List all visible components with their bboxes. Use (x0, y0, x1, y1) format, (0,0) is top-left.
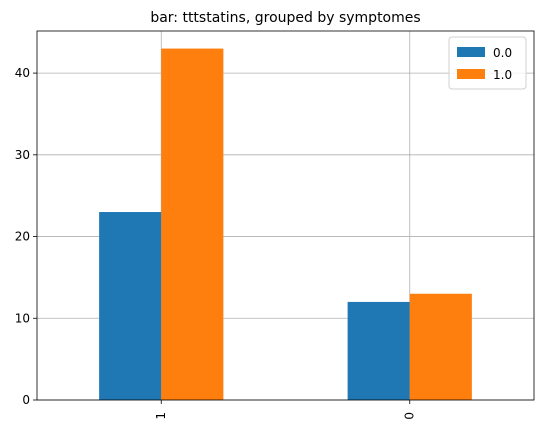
y-tick-label: 40 (15, 66, 30, 80)
bar-0-0-1 (99, 212, 162, 400)
bar-0-0-0 (347, 301, 410, 400)
legend: 0.0 1.0 (448, 36, 527, 90)
y-tick-label: 0 (22, 393, 30, 407)
y-tick-label: 20 (15, 230, 30, 244)
y-tick-label: 30 (15, 148, 30, 162)
bar-1-0-0 (409, 293, 472, 400)
x-tick-label: 0 (402, 412, 416, 420)
legend-box (448, 36, 527, 90)
plot-frame (36, 30, 535, 401)
chart-title: bar: tttstatins, grouped by symptomes (150, 10, 420, 26)
x-tick-label: 1 (154, 412, 168, 420)
legend-swatch (457, 69, 485, 79)
y-tick-label: 10 (15, 311, 30, 325)
legend-label: 1.0 (493, 68, 512, 82)
bars-group (99, 48, 472, 400)
bar-1-0-1 (161, 48, 224, 400)
legend-swatch (457, 47, 485, 57)
legend-label: 0.0 (493, 46, 512, 60)
